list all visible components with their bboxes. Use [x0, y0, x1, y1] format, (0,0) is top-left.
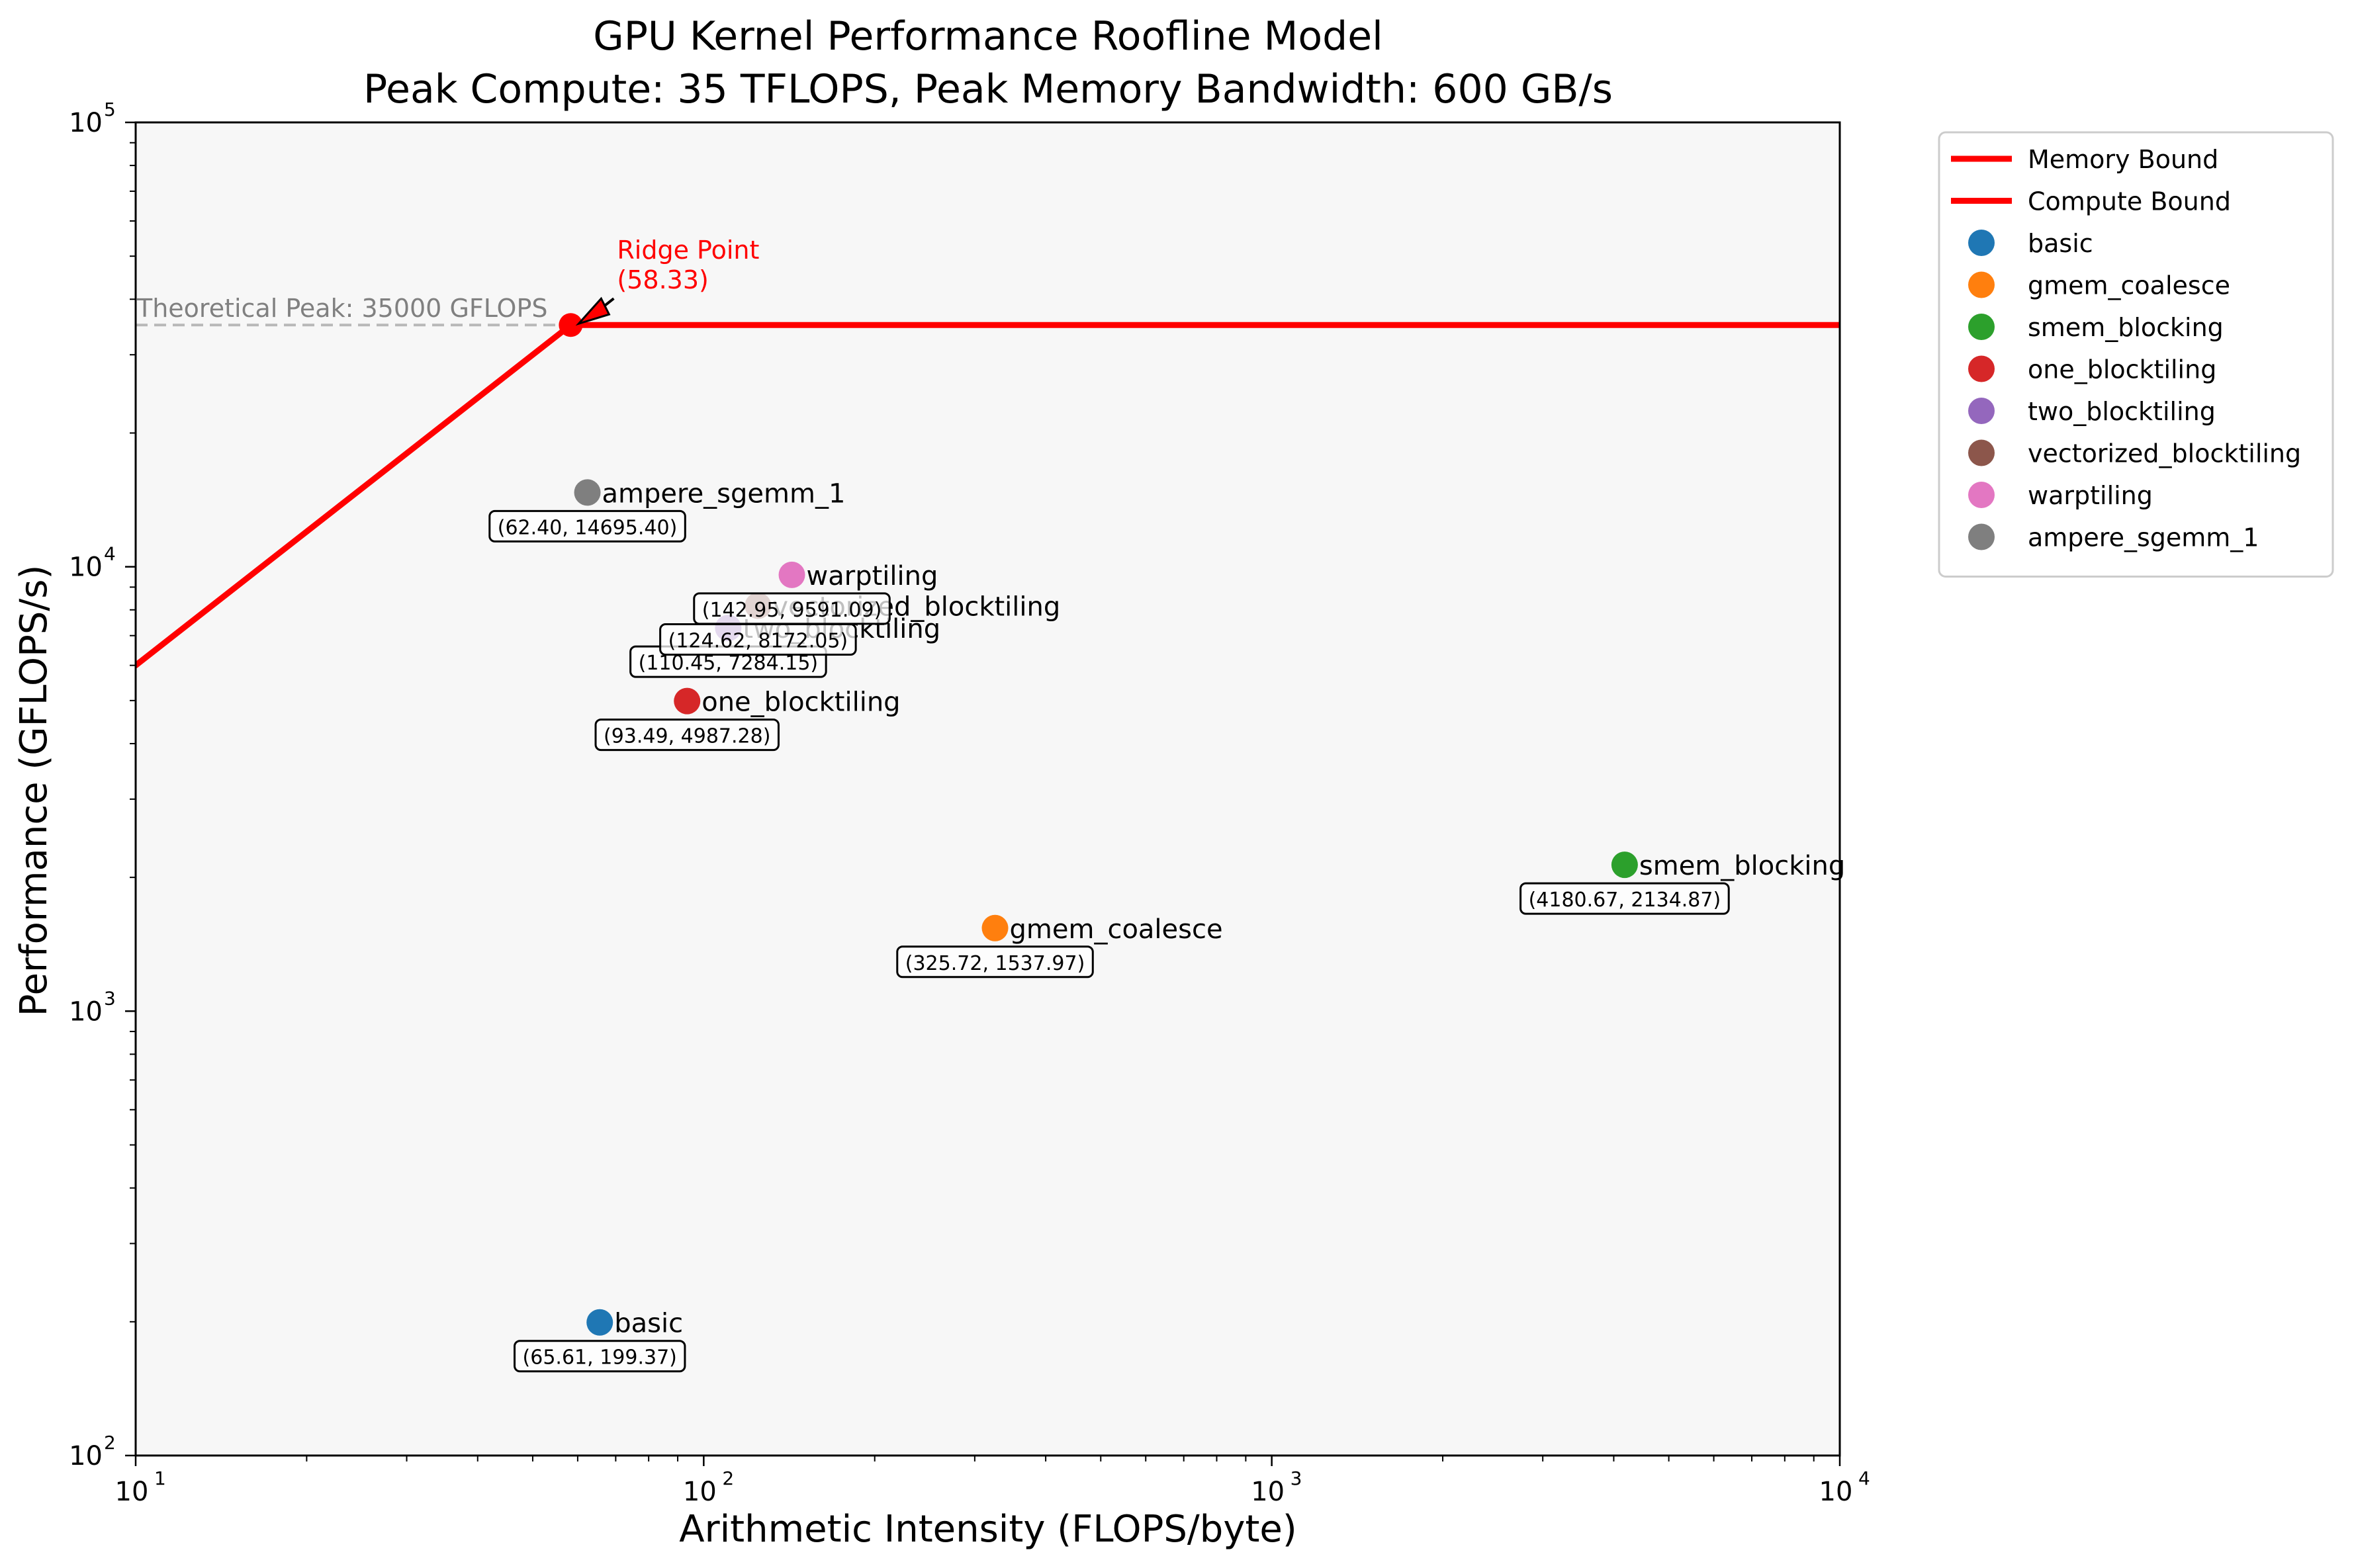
point-smem_blocking — [1611, 851, 1638, 879]
point-label-one_blocktiling: one_blocktiling — [702, 687, 900, 718]
ridge-label-line2: (58.33) — [617, 265, 708, 294]
y-tick-exponent: 3 — [104, 987, 116, 1009]
legend-marker-warptiling — [1968, 482, 1995, 508]
chart-title-line1: GPU Kernel Performance Roofline Model — [593, 13, 1383, 60]
legend-marker-two_blocktiling — [1968, 398, 1995, 424]
annotation-box-warptiling — [693, 592, 891, 625]
plot-area — [136, 122, 1840, 1456]
theoretical-peak-label: Theoretical Peak: 35000 GFLOPS — [136, 294, 548, 323]
point-label-smem_blocking: smem_blocking — [1639, 851, 1845, 881]
point-label-ampere_sgemm_1: ampere_sgemm_1 — [602, 478, 846, 509]
roofline-layer — [136, 322, 1840, 669]
point-gmem_coalesce — [981, 914, 1009, 941]
annotation-smem_blocking: (4180.67, 2134.87) — [1529, 889, 1721, 912]
x-tick-label: 10 — [683, 1477, 717, 1507]
annotation-box-one_blocktiling — [594, 719, 780, 752]
legend-label-gmem_coalesce: gmem_coalesce — [2028, 271, 2230, 300]
legend-label-vectorized_blocktiling: vectorized_blocktiling — [2028, 439, 2301, 468]
y-tick-exponent: 5 — [104, 99, 116, 120]
legend-label-basic: basic — [2028, 229, 2093, 258]
legend-marker-ampere_sgemm_1 — [1968, 523, 1995, 550]
point-label-warptiling: warptiling — [807, 561, 938, 591]
annotation-box-ampere_sgemm_1 — [488, 509, 686, 543]
x-tick-label: 10 — [115, 1477, 149, 1507]
y-tick-exponent: 4 — [104, 543, 116, 565]
chart-title-line2: Peak Compute: 35 TFLOPS, Peak Memory Ban… — [363, 66, 1613, 112]
point-warptiling — [778, 561, 805, 588]
legend-marker-basic — [1968, 230, 1995, 256]
legend-label-one_blocktiling: one_blocktiling — [2028, 355, 2216, 384]
x-tick-label: 10 — [1251, 1477, 1285, 1507]
point-label-basic: basic — [614, 1309, 683, 1339]
y-axis-label: Performance (GFLOPS/s) — [13, 565, 56, 1017]
legend-marker-one_blocktiling — [1968, 355, 1995, 382]
y-tick-exponent: 2 — [104, 1432, 116, 1454]
legend-label-smem_blocking: smem_blocking — [2028, 313, 2224, 342]
y-tick-label: 10 — [69, 1441, 103, 1471]
point-ampere_sgemm_1 — [574, 479, 601, 506]
annotation-basic: (65.61, 199.37) — [523, 1346, 677, 1370]
legend-label-ampere_sgemm_1: ampere_sgemm_1 — [2028, 523, 2259, 552]
legend-label: Memory Bound — [2028, 145, 2218, 174]
x-tick-exponent: 3 — [1290, 1467, 1302, 1489]
point-basic — [586, 1309, 613, 1336]
legend-frame — [1938, 131, 2334, 578]
memory-bound-line — [136, 322, 574, 669]
ridge-label-line1: Ridge Point — [617, 236, 759, 265]
x-tick-exponent: 4 — [1858, 1467, 1870, 1489]
x-tick-exponent: 1 — [154, 1467, 166, 1489]
legend-label-warptiling: warptiling — [2028, 481, 2153, 510]
x-axis-label: Arithmetic Intensity (FLOPS/byte) — [679, 1508, 1296, 1551]
annotation-box-basic — [514, 1340, 686, 1373]
y-tick-label: 10 — [69, 552, 103, 583]
legend-label-two_blocktiling: two_blocktiling — [2028, 397, 2216, 426]
x-tick-label: 10 — [1819, 1477, 1853, 1507]
annotation-vectorized_blocktiling: (124.62, 8172.05) — [668, 630, 848, 653]
annotation-one_blocktiling: (93.49, 4987.28) — [604, 725, 770, 748]
point-one_blocktiling — [674, 687, 701, 715]
legend-label: Compute Bound — [2028, 187, 2231, 216]
ridge-point-marker — [559, 313, 583, 337]
data-points-layer: Theoretical Peak: 35000 GFLOPS Ridge Poin… — [136, 236, 1845, 1373]
plot-frame — [134, 121, 1841, 1457]
annotation-box-smem_blocking — [1519, 882, 1730, 915]
y-tick-label: 10 — [69, 996, 103, 1027]
point-label-gmem_coalesce: gmem_coalesce — [1010, 914, 1223, 945]
annotation-box-gmem_coalesce — [896, 945, 1094, 979]
y-tick-label: 10 — [69, 108, 103, 138]
annotation-warptiling: (142.95, 9591.09) — [702, 599, 882, 622]
annotation-ampere_sgemm_1: (62.40, 14695.40) — [498, 516, 678, 539]
x-tick-exponent: 2 — [722, 1467, 734, 1489]
legend-marker-gmem_coalesce — [1968, 271, 1995, 298]
axes-ticks-layer: 10 1 10 2 10 3 10 410 210 310 410 5 — [69, 99, 1870, 1507]
ridge-arrow-head — [575, 296, 611, 326]
legend-marker-vectorized_blocktiling — [1968, 439, 1995, 466]
legend-marker-smem_blocking — [1968, 314, 1995, 340]
legend: Memory Bound Compute Bound basic gmem_coale… — [1938, 131, 2334, 578]
annotation-gmem_coalesce: (325.72, 1537.97) — [905, 952, 1085, 975]
